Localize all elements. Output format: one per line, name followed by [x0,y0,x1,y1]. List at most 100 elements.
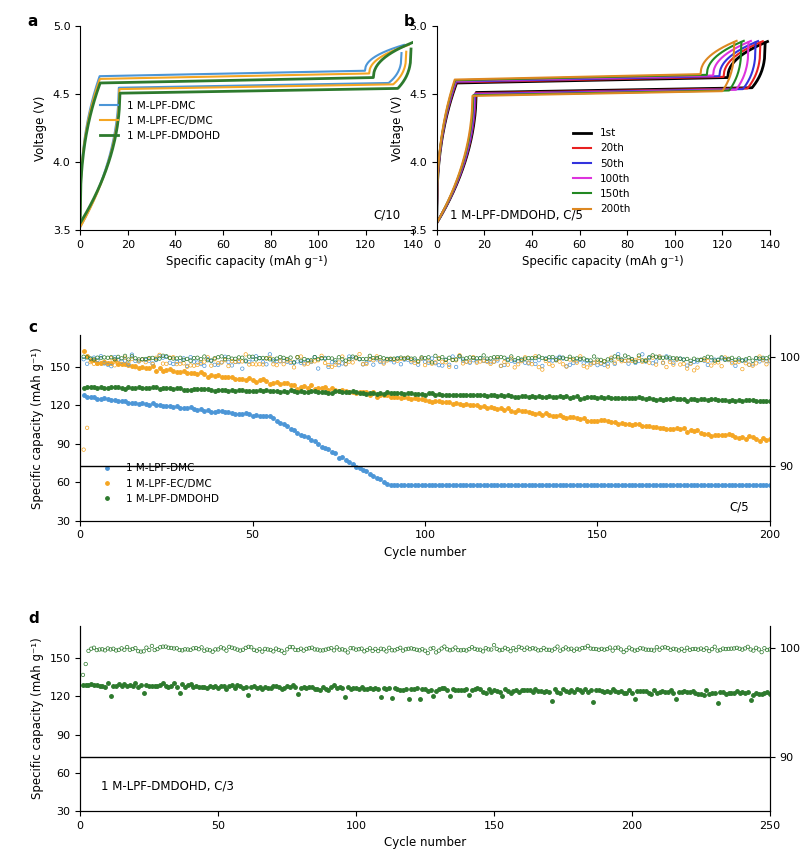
Point [347,681,360,695]
Point [407,642,420,656]
Point [170,381,183,395]
Point [143,381,156,395]
Point [377,356,390,370]
Point [739,432,752,446]
Point [628,644,641,658]
Point [512,390,525,404]
Point [308,355,321,369]
Point [219,353,232,367]
Point [222,406,235,419]
Point [225,352,238,366]
Point [388,644,401,658]
Point [760,355,773,369]
Point [629,391,642,405]
Point [605,354,618,368]
Point [657,356,670,370]
Point [315,349,328,362]
Point [422,478,435,492]
Point [165,641,178,655]
Point [325,681,338,695]
Point [357,387,370,400]
Point [674,393,687,406]
Point [725,686,738,700]
Point [136,396,148,410]
Point [329,358,342,372]
Point [374,472,387,486]
Point [405,641,418,655]
Point [179,642,192,656]
Point [270,358,283,372]
Point [560,359,573,373]
Point [336,383,349,397]
Point [643,391,656,405]
Point [576,641,589,655]
Point [125,348,139,362]
Point [198,644,211,658]
Point [367,644,379,658]
Point [164,356,176,369]
Point [156,677,169,690]
Point [631,643,644,657]
Point [512,685,525,699]
Point [573,683,586,697]
Point [633,417,646,431]
Point [692,687,705,701]
Point [612,347,625,361]
Point [174,354,187,368]
Point [605,350,618,364]
Point [401,391,414,405]
Point [372,682,385,696]
Point [595,684,608,698]
Point [396,683,409,697]
Point [499,641,512,655]
Point [336,350,349,363]
Point [603,685,616,699]
Point [675,685,688,699]
Point [480,355,493,369]
Point [308,350,321,364]
Point [308,434,321,448]
Point [126,642,139,656]
Point [286,677,299,691]
Point [177,383,190,397]
Point [405,478,418,492]
Point [760,478,773,492]
Point [246,384,259,398]
Point [99,680,111,694]
Point [681,685,694,699]
Point [546,478,559,492]
Point [653,350,666,363]
Point [722,394,735,407]
Point [188,382,200,396]
Point [233,372,245,386]
Point [314,683,326,696]
Point [515,641,528,655]
Point [529,350,542,363]
Point [573,643,586,657]
Point [352,642,365,656]
Point [536,390,549,404]
Point [512,640,525,654]
Point [181,678,194,692]
Point [357,386,370,400]
Point [499,683,512,696]
Point [91,392,104,406]
Point [298,385,311,399]
Point [432,682,445,696]
Point [457,683,470,697]
Point [179,680,192,694]
Point [125,352,139,366]
Point [646,356,659,370]
Point [289,680,302,694]
Point [413,644,426,658]
Point [589,683,602,696]
Point [76,668,89,682]
Point [267,679,280,693]
Point [684,354,697,368]
Point [570,412,583,425]
Point [311,643,324,657]
Point [327,644,340,658]
Point [308,384,321,398]
Point [326,381,338,395]
Point [270,414,283,428]
